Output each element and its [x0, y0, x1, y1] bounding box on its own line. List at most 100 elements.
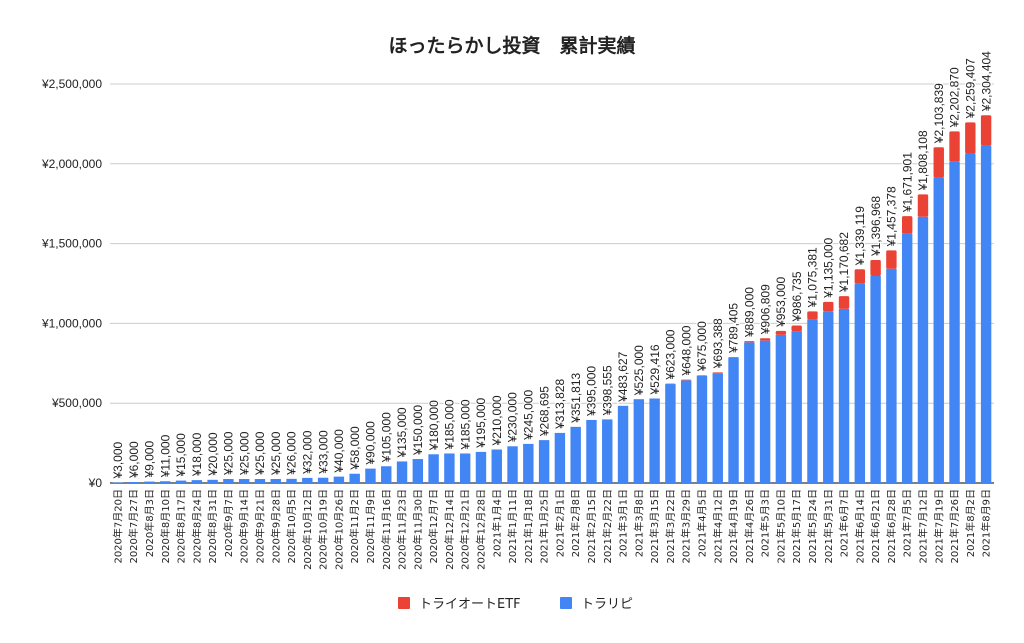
x-tick-label: 2021年5月31日 [822, 489, 835, 564]
x-tick-label: 2021年3月22日 [664, 489, 677, 564]
y-tick-label: ¥1,000,000 [41, 316, 102, 330]
bar-toraripi [144, 481, 155, 483]
bar-toraripi [901, 233, 913, 483]
bar-triauto-etf [949, 131, 960, 162]
x-tick-label: 2020年9月28日 [269, 489, 282, 564]
bar-toraripi [570, 426, 581, 483]
x-tick-label: 2021年6月28日 [885, 489, 898, 564]
y-tick-label: ¥2,000,000 [41, 157, 102, 171]
data-label-total: ¥2,103,839 [932, 83, 946, 144]
data-label-total: ¥889,000 [743, 287, 757, 338]
x-tick-label: 2021年4月5日 [695, 489, 708, 557]
bar-triauto-etf [791, 325, 802, 332]
bar-triauto-etf [680, 379, 692, 381]
bar-toraripi [459, 453, 471, 483]
x-tick-label: 2021年1月25日 [538, 489, 551, 564]
bar-triauto-etf [965, 122, 976, 154]
y-tick-label: ¥0 [88, 476, 103, 490]
bar-toraripi [444, 453, 455, 483]
x-tick-label: 2021年3月15日 [648, 489, 661, 564]
legend: トライオートETF トラリピ [398, 597, 633, 612]
data-label-total: ¥483,627 [616, 351, 630, 402]
x-tick-label: 2021年1月4日 [490, 489, 503, 557]
bar-toraripi [302, 477, 313, 483]
x-tick-label: 2020年8月31日 [206, 489, 219, 564]
x-tick-label: 2020年11月2日 [348, 489, 361, 564]
x-tick-label: 2020年8月10日 [159, 489, 172, 564]
bar-toraripi [317, 477, 329, 483]
x-tick-label: 2020年11月23日 [396, 489, 409, 570]
x-tick-label: 2020年10月19日 [317, 489, 330, 570]
bar-toraripi [586, 419, 597, 483]
x-tick-label: 2021年5月3日 [759, 489, 772, 557]
bar-toraripi [728, 357, 739, 483]
x-axis-ticks: 2020年7月20日 2020年7月27日 2020年8月3日 2020年8月10日 2… [111, 489, 992, 570]
bar-toraripi [712, 373, 723, 483]
legend-label-triauto-etf: トライオートETF [419, 597, 521, 612]
data-label-total: ¥15,000 [174, 433, 188, 478]
bar-toraripi [554, 432, 566, 483]
y-tick-label: ¥1,500,000 [41, 237, 102, 251]
data-label-total: ¥313,828 [553, 379, 567, 430]
x-tick-label: 2020年8月3日 [143, 489, 156, 557]
bar-toraripi [775, 334, 787, 483]
x-tick-label: 2021年6月14日 [853, 489, 866, 564]
data-label-total: ¥2,259,407 [964, 58, 978, 119]
legend-swatch-triauto-etf [398, 597, 410, 609]
y-axis-ticks: ¥0 ¥500,000 ¥1,000,000 ¥1,500,000 ¥2,000,000… [41, 77, 102, 490]
x-tick-label: 2020年11月16日 [380, 489, 393, 570]
bar-toraripi [538, 440, 550, 483]
data-label-total: ¥11,000 [158, 434, 172, 478]
data-label-total: ¥351,813 [569, 372, 583, 423]
x-tick-label: 2021年2月1日 [553, 489, 566, 557]
bar-toraripi [886, 268, 897, 483]
bar-triauto-etf [886, 250, 897, 269]
bar-triauto-etf [712, 372, 723, 374]
bar-triauto-etf [870, 260, 881, 277]
x-tick-label: 2021年7月26日 [948, 489, 961, 564]
y-tick-label: ¥500,000 [51, 396, 102, 410]
data-label-total: ¥195,000 [474, 398, 488, 449]
bar-toraripi [349, 473, 360, 483]
data-label-total: ¥1,457,378 [885, 186, 899, 247]
x-tick-label: 2021年7月19日 [932, 489, 945, 564]
bar-toraripi [838, 308, 850, 483]
bar-toraripi [428, 454, 439, 483]
bar-triauto-etf [854, 269, 866, 284]
legend-label-toraripi: トラリピ [581, 597, 633, 612]
bar-toraripi [412, 459, 424, 483]
bar-toraripi [491, 449, 502, 483]
bar-toraripi [602, 419, 613, 483]
x-tick-label: 2020年12月14日 [443, 489, 456, 570]
data-label-total: ¥1,808,108 [916, 130, 930, 191]
bar-toraripi [696, 375, 708, 483]
data-label-total: ¥185,000 [443, 399, 457, 450]
bar-toraripi [949, 161, 960, 483]
bar-triauto-etf [933, 147, 944, 178]
data-label-total: ¥25,000 [222, 431, 236, 476]
data-label-total: ¥135,000 [395, 407, 409, 458]
x-tick-label: 2020年8月17日 [175, 489, 188, 564]
bar-toraripi [175, 480, 187, 483]
bar-toraripi [665, 384, 676, 483]
data-label-total: ¥210,000 [490, 395, 504, 446]
bar-toraripi [791, 331, 802, 483]
bar-toraripi [160, 481, 171, 483]
data-label-total: ¥693,388 [711, 318, 725, 369]
data-labels: ¥3,000 ¥6,000 ¥9,000 ¥11,000 ¥15,000 ¥18,000 ¥… [110, 50, 995, 481]
data-label-total: ¥906,809 [758, 284, 772, 335]
bar-toraripi [680, 380, 692, 483]
data-label-total: ¥3,000 [111, 441, 125, 479]
bar-toraripi [396, 461, 408, 483]
bar-toraripi [649, 398, 660, 483]
x-tick-label: 2020年9月7日 [222, 489, 235, 557]
data-label-total: ¥90,000 [364, 421, 378, 466]
bars [112, 115, 992, 484]
x-tick-label: 2021年4月12日 [711, 489, 724, 564]
data-label-total: ¥525,000 [632, 345, 646, 396]
x-tick-label: 2020年7月20日 [111, 489, 124, 564]
bar-toraripi [254, 479, 266, 483]
bar-toraripi [523, 443, 534, 483]
x-tick-label: 2020年12月7日 [427, 489, 440, 564]
